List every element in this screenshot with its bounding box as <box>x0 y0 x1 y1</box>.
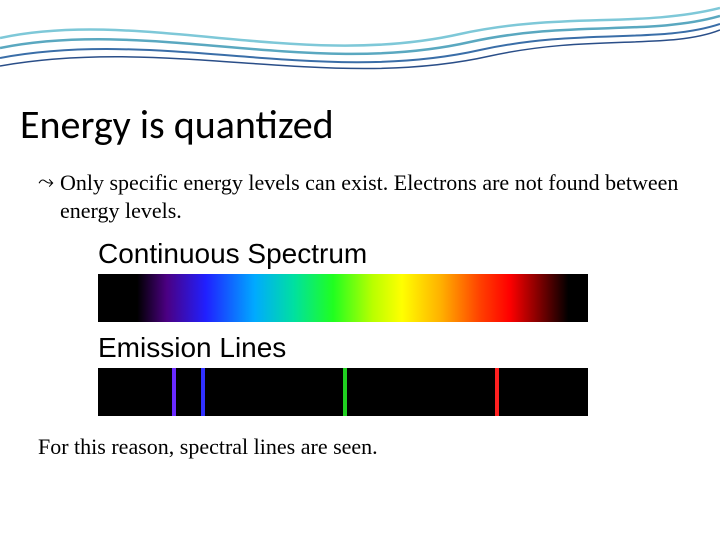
continuous-spectrum-label: Continuous Spectrum <box>98 238 618 270</box>
bullet-icon: ⤳ <box>38 169 54 195</box>
closing-text: For this reason, spectral lines are seen… <box>38 434 700 460</box>
emission-line <box>495 368 499 416</box>
emission-lines-bar <box>98 368 588 416</box>
bullet-item: ⤳ Only specific energy levels can exist.… <box>38 169 700 224</box>
continuous-spectrum-bar <box>98 274 588 322</box>
emission-line <box>172 368 176 416</box>
emission-line <box>201 368 205 416</box>
emission-line <box>343 368 347 416</box>
spectrum-diagram: Continuous Spectrum Emission Lines <box>98 238 618 416</box>
emission-lines-label: Emission Lines <box>98 332 618 364</box>
slide-content: Energy is quantized ⤳ Only specific ener… <box>0 0 720 480</box>
slide-title: Energy is quantized <box>20 100 700 149</box>
bullet-text: Only specific energy levels can exist. E… <box>60 169 700 224</box>
